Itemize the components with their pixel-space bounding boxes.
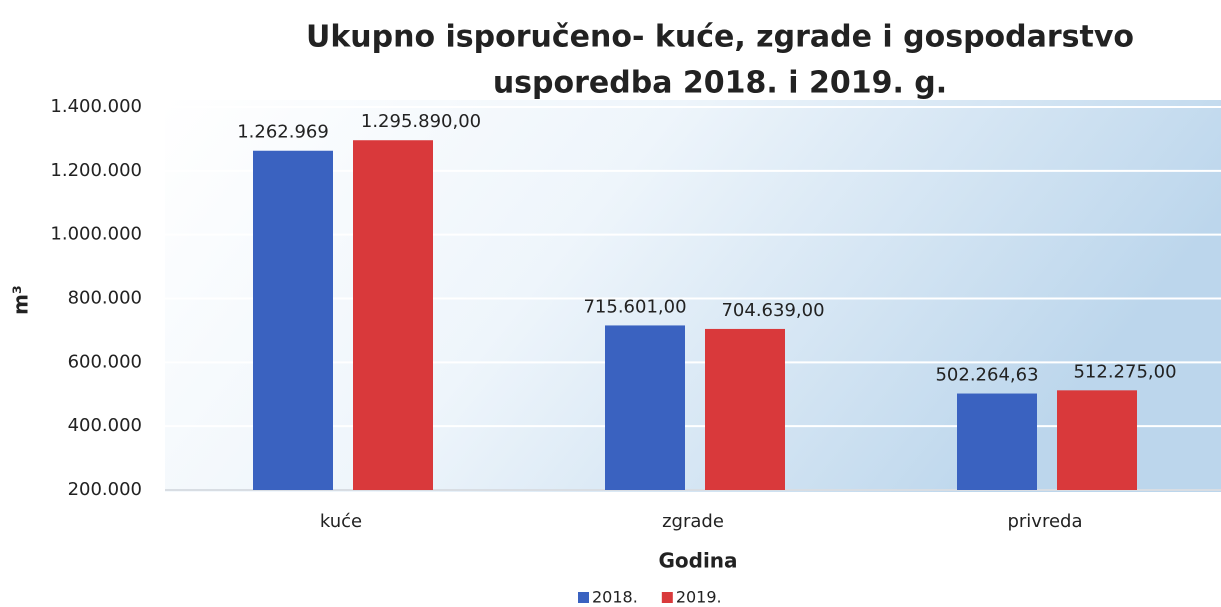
- bar: [353, 140, 433, 490]
- y-tick-label: 1.000.000: [50, 224, 142, 245]
- y-tick-label: 200.000: [68, 479, 142, 500]
- x-tick-label: kuće: [320, 511, 362, 532]
- bar: [957, 393, 1037, 490]
- data-label: 715.601,00: [583, 296, 686, 317]
- legend-label: 2019.: [676, 588, 722, 607]
- y-tick-label: 800.000: [68, 288, 142, 309]
- chart-title: usporedba 2018. i 2019. g.: [493, 66, 947, 101]
- bar: [1057, 390, 1137, 490]
- legend-swatch: [661, 592, 673, 603]
- x-axis-title: Godina: [658, 549, 737, 573]
- data-label: 704.639,00: [721, 300, 824, 321]
- bar: [253, 150, 333, 491]
- bar: [605, 325, 685, 490]
- legend-label: 2018.: [592, 588, 638, 607]
- data-label: 1.295.890,00: [361, 111, 481, 132]
- y-tick-label: 1.200.000: [50, 160, 142, 181]
- legend-swatch: [578, 592, 589, 603]
- x-tick-label: zgrade: [662, 511, 724, 532]
- x-tick-label: privreda: [1007, 511, 1082, 532]
- bar: [705, 328, 785, 490]
- y-tick-label: 400.000: [68, 415, 142, 436]
- y-tick-label: 1.400.000: [50, 96, 142, 117]
- data-label: 502.264,63: [935, 365, 1038, 386]
- data-label: 1.262.969: [237, 122, 329, 143]
- chart-title: Ukupno isporučeno- kuće, zgrade i gospod…: [306, 20, 1134, 55]
- y-axis-title: m³: [9, 285, 33, 315]
- y-tick-label: 600.000: [68, 351, 142, 372]
- data-label: 512.275,00: [1073, 361, 1176, 382]
